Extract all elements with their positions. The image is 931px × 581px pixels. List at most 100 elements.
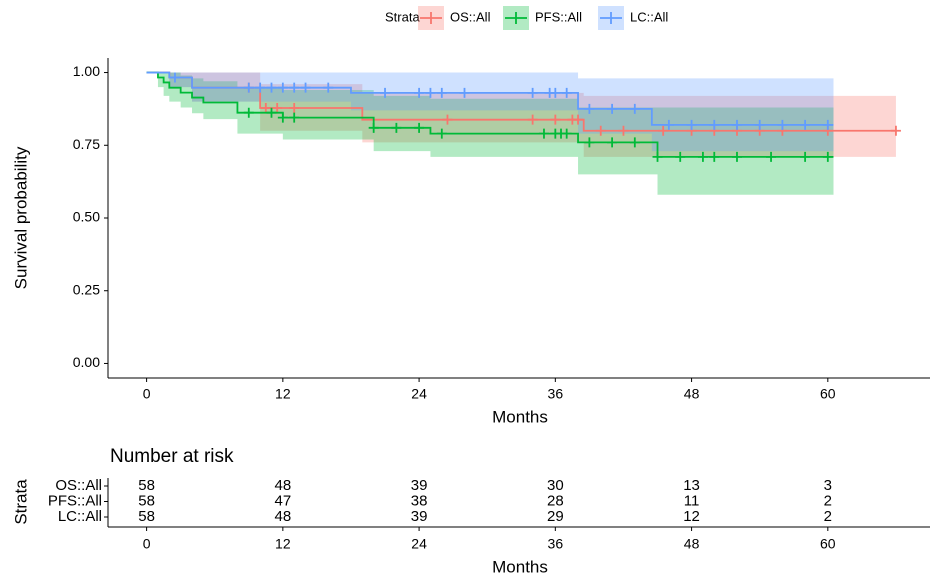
x-tick-label: 36 bbox=[548, 386, 564, 402]
censor-mark bbox=[822, 151, 833, 162]
risk-count: 48 bbox=[275, 477, 292, 494]
censor-mark bbox=[629, 137, 640, 148]
y-tick-label: 1.00 bbox=[73, 63, 100, 79]
censor-mark bbox=[277, 112, 288, 123]
risk-x-tick-label: 0 bbox=[143, 536, 151, 552]
risk-x-tick-label: 24 bbox=[411, 536, 427, 552]
censor-mark bbox=[709, 151, 720, 162]
censor-mark bbox=[658, 125, 669, 136]
risk-count: 30 bbox=[547, 477, 564, 494]
risk-table-title: Number at risk bbox=[110, 446, 234, 467]
censor-mark bbox=[731, 119, 742, 130]
risk-count: 3 bbox=[824, 477, 832, 494]
risk-count: 58 bbox=[138, 477, 155, 494]
censor-mark bbox=[561, 87, 572, 98]
risk-count: 13 bbox=[683, 477, 700, 494]
censor-mark bbox=[414, 87, 425, 98]
y-tick-label: 0.75 bbox=[73, 136, 100, 152]
censor-mark bbox=[442, 114, 453, 125]
risk-count: 48 bbox=[275, 508, 292, 525]
risk-row-label: LC::All bbox=[58, 508, 102, 525]
risk-count: 47 bbox=[275, 492, 292, 509]
censor-mark bbox=[266, 82, 277, 93]
censor-mark bbox=[459, 87, 470, 98]
censor-mark bbox=[709, 119, 720, 130]
legend-label: PFS::All bbox=[535, 9, 582, 24]
censor-mark bbox=[550, 87, 561, 98]
censor-mark bbox=[380, 87, 391, 98]
risk-count: 58 bbox=[138, 508, 155, 525]
censor-mark bbox=[436, 87, 447, 98]
censor-mark bbox=[595, 125, 606, 136]
censor-mark bbox=[800, 119, 811, 130]
censor-mark bbox=[675, 151, 686, 162]
censor-mark bbox=[260, 103, 271, 114]
censor-mark bbox=[652, 151, 663, 162]
censor-mark bbox=[766, 151, 777, 162]
censor-mark bbox=[323, 82, 334, 93]
censor-mark bbox=[169, 72, 180, 83]
confidence-band bbox=[146, 72, 896, 163]
legend-label: LC::All bbox=[630, 9, 668, 24]
censor-mark bbox=[266, 107, 277, 118]
censor-mark bbox=[527, 114, 538, 125]
censor-mark bbox=[243, 107, 254, 118]
censor-mark bbox=[663, 119, 674, 130]
x-tick-label: 48 bbox=[684, 386, 700, 402]
risk-table-y-label: Strata bbox=[11, 479, 30, 525]
risk-count: 2 bbox=[824, 508, 832, 525]
censor-mark bbox=[800, 151, 811, 162]
legend-symbol bbox=[505, 12, 527, 24]
y-axis-label: Survival probability bbox=[11, 146, 30, 289]
risk-x-tick-label: 12 bbox=[275, 536, 291, 552]
censor-mark bbox=[425, 87, 436, 98]
censor-mark bbox=[573, 114, 584, 125]
censor-mark bbox=[731, 151, 742, 162]
censor-mark bbox=[607, 103, 618, 114]
censor-mark bbox=[584, 137, 595, 148]
risk-x-tick-label: 48 bbox=[684, 536, 700, 552]
censor-mark bbox=[289, 112, 300, 123]
censor-mark bbox=[272, 103, 283, 114]
censor-mark bbox=[538, 128, 549, 139]
x-tick-label: 0 bbox=[143, 386, 151, 402]
censor-mark bbox=[289, 82, 300, 93]
risk-count: 2 bbox=[824, 492, 832, 509]
risk-x-tick-label: 36 bbox=[548, 536, 564, 552]
censor-mark bbox=[618, 125, 629, 136]
censor-mark bbox=[436, 128, 447, 139]
censor-mark bbox=[629, 103, 640, 114]
censor-mark bbox=[289, 103, 300, 114]
censor-mark bbox=[300, 82, 311, 93]
censor-mark bbox=[368, 122, 379, 133]
risk-x-tick-label: 60 bbox=[820, 536, 836, 552]
risk-count: 58 bbox=[138, 492, 155, 509]
censor-mark bbox=[561, 128, 572, 139]
risk-table-x-label: Months bbox=[492, 557, 548, 576]
censor-mark bbox=[607, 137, 618, 148]
x-tick-label: 12 bbox=[275, 386, 291, 402]
risk-row-label: PFS::All bbox=[48, 492, 102, 509]
y-tick-label: 0.25 bbox=[73, 281, 100, 297]
censor-mark bbox=[822, 119, 833, 130]
legend-label: OS::All bbox=[450, 9, 491, 24]
legend-symbol bbox=[420, 12, 442, 24]
censor-mark bbox=[391, 122, 402, 133]
x-axis-label: Months bbox=[492, 407, 548, 426]
risk-count: 39 bbox=[411, 477, 428, 494]
censor-mark bbox=[527, 87, 538, 98]
censor-mark bbox=[584, 103, 595, 114]
censor-mark bbox=[890, 125, 901, 136]
censor-mark bbox=[414, 122, 425, 133]
risk-count: 38 bbox=[411, 492, 428, 509]
censor-mark bbox=[686, 119, 697, 130]
risk-count: 11 bbox=[684, 492, 700, 509]
censor-mark bbox=[777, 119, 788, 130]
censor-mark bbox=[277, 82, 288, 93]
censor-mark bbox=[255, 82, 266, 93]
legend-symbol bbox=[600, 12, 622, 24]
risk-count: 28 bbox=[547, 492, 564, 509]
legend-title: Strata bbox=[385, 9, 420, 24]
risk-count: 12 bbox=[683, 508, 700, 525]
